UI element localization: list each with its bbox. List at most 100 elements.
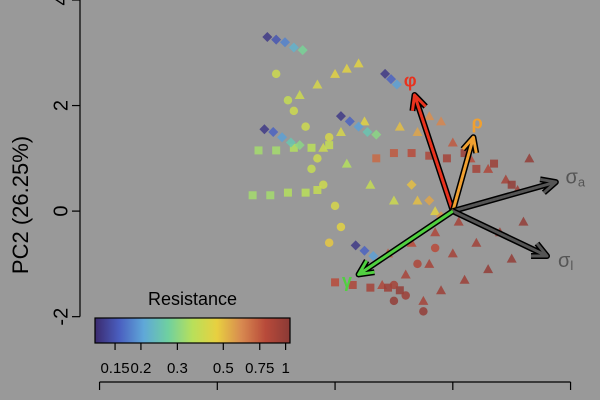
data-point	[341, 63, 352, 73]
data-point	[424, 258, 435, 268]
data-point	[407, 149, 416, 158]
colorbar-title: Resistance	[148, 289, 237, 309]
data-point	[436, 116, 447, 126]
data-point	[319, 180, 328, 189]
colorbar-tick-label: 0.5	[213, 360, 234, 377]
data-point	[283, 96, 293, 105]
data-point	[312, 79, 323, 89]
data-point	[453, 216, 464, 226]
data-point	[385, 74, 396, 85]
data-point	[294, 90, 305, 99]
data-point	[436, 285, 447, 295]
arrow	[410, 93, 455, 212]
data-point	[371, 129, 382, 140]
data-point	[524, 153, 535, 163]
data-point	[391, 79, 402, 90]
data-point	[483, 264, 494, 274]
data-point	[389, 296, 399, 306]
data-point	[380, 68, 391, 79]
colorbar-tick-label: 0.3	[167, 360, 188, 377]
data-point	[506, 253, 517, 263]
colorbar-tick-label: 1	[281, 360, 289, 377]
data-point	[384, 283, 393, 292]
data-point	[280, 37, 291, 48]
data-point	[424, 111, 435, 121]
colorbar-tick-label: 0.2	[130, 360, 151, 377]
data-point	[394, 121, 405, 131]
arrow-label-subscript: l	[570, 258, 573, 273]
arrow-label: γ	[342, 271, 352, 291]
data-point	[330, 68, 341, 78]
data-point	[341, 158, 352, 168]
data-point	[254, 146, 263, 155]
data-point	[307, 143, 316, 152]
data-point	[412, 195, 423, 205]
data-point	[353, 58, 364, 68]
data-point	[447, 137, 458, 147]
data-point	[447, 248, 458, 258]
y-tick-label: 2	[50, 100, 72, 111]
data-point	[288, 42, 299, 53]
data-point	[430, 227, 441, 237]
arrow-label-symbol: σ	[566, 167, 579, 189]
data-point	[313, 154, 322, 163]
data-point	[344, 116, 355, 127]
data-point	[266, 191, 275, 200]
data-point	[283, 188, 292, 197]
arrow-label: φ	[404, 70, 417, 90]
colorbar	[94, 317, 291, 344]
data-point	[318, 142, 329, 152]
data-point	[350, 240, 361, 251]
data-point	[412, 126, 423, 136]
data-point	[459, 274, 470, 284]
data-point	[272, 146, 281, 155]
data-point	[330, 201, 340, 211]
data-point	[301, 188, 310, 197]
data-point	[483, 163, 494, 173]
data-point	[325, 141, 334, 150]
arrow-label-subscript: a	[578, 175, 586, 190]
data-point	[259, 124, 270, 135]
arrow	[357, 209, 454, 276]
data-point	[335, 126, 346, 136]
data-point	[406, 179, 417, 190]
y-tick-label: 4	[50, 0, 72, 6]
data-point	[366, 283, 375, 292]
data-point	[507, 180, 516, 189]
data-point	[418, 295, 429, 305]
data-point	[388, 195, 399, 205]
arrow-label: σl	[558, 250, 573, 273]
data-point	[262, 31, 273, 42]
data-point	[353, 121, 364, 132]
data-point	[400, 269, 411, 279]
data-point	[331, 278, 340, 287]
data-point	[401, 291, 410, 300]
data-point	[301, 122, 310, 131]
data-point	[348, 281, 357, 289]
data-point	[389, 280, 399, 290]
arrow-label-symbol: σ	[558, 250, 571, 272]
data-point	[297, 45, 308, 56]
data-point	[424, 195, 435, 206]
data-point	[277, 132, 288, 143]
colorbar-tick-label: 0.15	[100, 360, 129, 377]
arrow	[452, 209, 549, 258]
data-point	[425, 151, 434, 160]
data-point	[336, 222, 346, 232]
arrow	[452, 177, 558, 213]
y-axis-label: PC2 (26.25%)	[8, 136, 33, 274]
data-point	[271, 34, 282, 45]
data-point	[442, 154, 451, 163]
data-point	[518, 216, 529, 226]
data-point	[395, 286, 404, 295]
data-point	[389, 149, 398, 158]
data-point	[365, 179, 376, 189]
data-point	[460, 149, 469, 158]
data-point	[324, 238, 334, 248]
arrow-label: ρ	[472, 112, 483, 132]
data-point	[362, 126, 373, 137]
data-point	[419, 307, 428, 316]
data-point	[289, 143, 298, 152]
